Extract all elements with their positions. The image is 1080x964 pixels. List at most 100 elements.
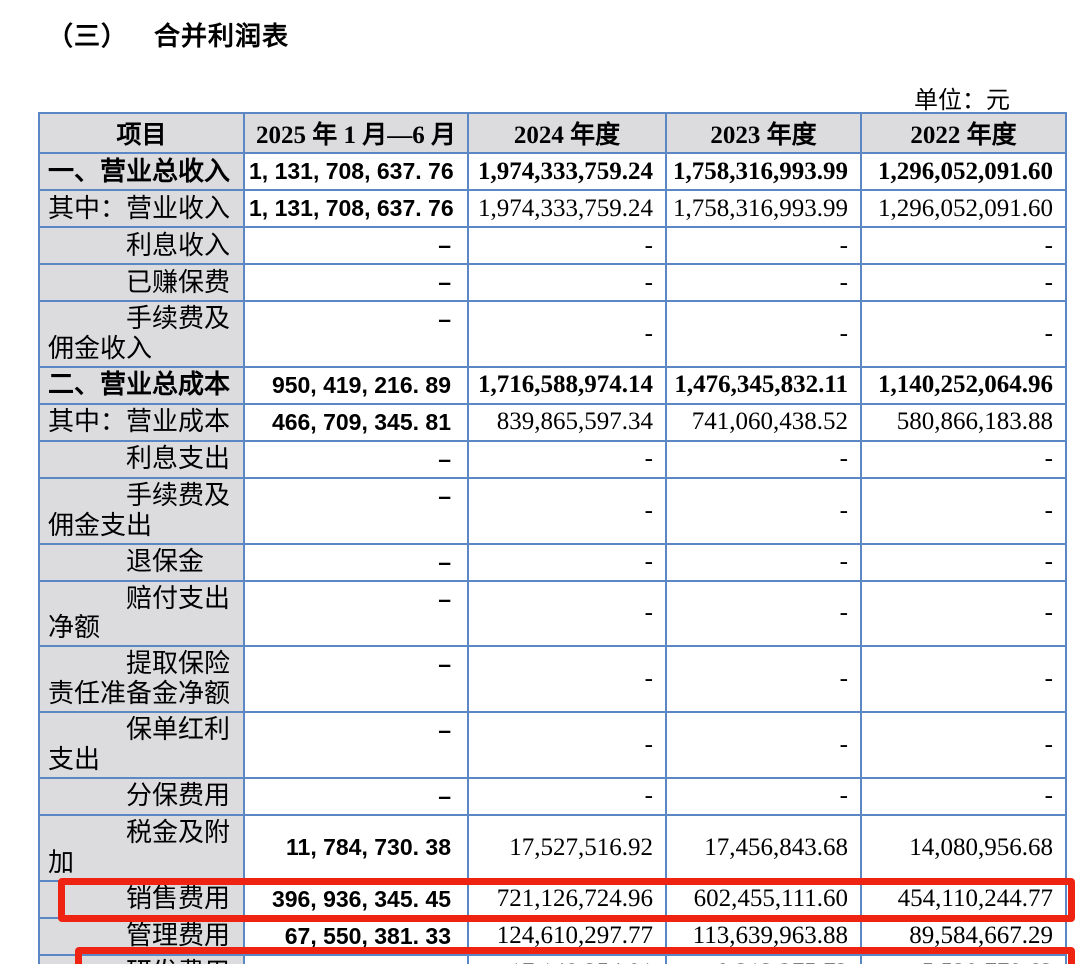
table-body: 一、营业总收入 1, 131, 708, 637. 76 1,974,333,759…: [38, 152, 1067, 964]
table-row: 研发费用8, 051, 479. 3417,148,254.019,212,37…: [38, 953, 1067, 964]
value-cell: -: [860, 476, 1067, 545]
value-cell: -: [860, 542, 1067, 582]
table-row: 提取保险责任准备金净额 – - - -: [38, 645, 1067, 714]
value-cell: -: [860, 263, 1067, 302]
value-cell: -: [665, 226, 862, 265]
column-header-2024: 2024 年度: [467, 112, 667, 154]
table-row: 其中：营业成本 466, 709, 345. 81 839,865,597.34 74…: [38, 402, 1067, 442]
row-label: 利息收入: [38, 226, 245, 265]
section-title-text: 合并利润表: [154, 22, 290, 51]
row-label: 管理费用: [38, 916, 245, 956]
value-cell: -: [467, 226, 667, 265]
table-row: 销售费用 396, 936, 345. 45 721,126,724.96 602,4…: [38, 879, 1067, 919]
value-cell: -: [860, 645, 1067, 714]
value-cell: –: [243, 645, 469, 714]
row-label: 手续费及佣金收入: [38, 300, 245, 368]
value-cell: –: [243, 263, 469, 302]
value-cell: 839,865,597.34: [467, 402, 667, 442]
table-row: 二、营业总成本 950, 419, 216. 89 1,716,588,974.14…: [38, 365, 1067, 405]
value-cell: 17,148,254.01: [467, 953, 667, 964]
table-row: 分保费用 – - - -: [38, 776, 1067, 816]
value-cell: 1, 131, 708, 637. 76: [243, 152, 469, 191]
value-cell: –: [243, 711, 469, 779]
row-label: 退保金: [38, 542, 245, 582]
value-cell: -: [665, 476, 862, 545]
row-label: 已赚保费: [38, 263, 245, 302]
row-label: 研发费用: [38, 953, 245, 964]
value-cell: 67, 550, 381. 33: [243, 916, 469, 956]
value-cell: 17,456,843.68: [665, 813, 862, 882]
row-label: 税金及附加: [38, 813, 245, 882]
value-cell: -: [665, 645, 862, 714]
value-cell: 1,716,588,974.14: [467, 365, 667, 405]
row-label: 其中：营业成本: [38, 402, 245, 442]
value-cell: –: [243, 579, 469, 648]
row-label: 销售费用: [38, 879, 245, 919]
table-row: 已赚保费 – - - -: [38, 263, 1067, 302]
value-cell: –: [243, 776, 469, 816]
value-cell: -: [665, 579, 862, 648]
row-label: 其中：营业收入: [38, 189, 245, 228]
value-cell: –: [243, 439, 469, 479]
value-cell: 580,866,183.88: [860, 402, 1067, 442]
value-cell: 17,527,516.92: [467, 813, 667, 882]
row-label: 二、营业总成本: [38, 365, 245, 405]
table-row: 赔付支出净额 – - - -: [38, 579, 1067, 648]
value-cell: -: [860, 226, 1067, 265]
value-cell: -: [467, 579, 667, 648]
header-row: 项目 2025 年 1 月—6 月 2024 年度 2023 年度 2022 年…: [38, 112, 1067, 154]
value-cell: -: [860, 300, 1067, 368]
value-cell: 1,296,052,091.60: [860, 189, 1067, 228]
value-cell: -: [665, 439, 862, 479]
value-cell: –: [243, 542, 469, 582]
table-row: 保单红利支出 – - - -: [38, 711, 1067, 779]
value-cell: –: [243, 300, 469, 368]
row-label: 保单红利支出: [38, 711, 245, 779]
income-statement-table: 项目 2025 年 1 月—6 月 2024 年度 2023 年度 2022 年…: [38, 112, 1067, 964]
value-cell: -: [860, 579, 1067, 648]
value-cell: -: [665, 776, 862, 816]
value-cell: 721,126,724.96: [467, 879, 667, 919]
value-cell: -: [467, 542, 667, 582]
value-cell: 11, 784, 730. 38: [243, 813, 469, 882]
value-cell: -: [467, 645, 667, 714]
value-cell: -: [665, 300, 862, 368]
table-row: 手续费及佣金支出 – - - -: [38, 476, 1067, 545]
value-cell: 466, 709, 345. 81: [243, 402, 469, 442]
value-cell: 396, 936, 345. 45: [243, 879, 469, 919]
value-cell: 1,758,316,993.99: [665, 152, 862, 191]
value-cell: 1,974,333,759.24: [467, 152, 667, 191]
value-cell: 9,212,375.73: [665, 953, 862, 964]
value-cell: -: [467, 263, 667, 302]
value-cell: –: [243, 476, 469, 545]
value-cell: -: [665, 263, 862, 302]
value-cell: 124,610,297.77: [467, 916, 667, 956]
table-row: 一、营业总收入 1, 131, 708, 637. 76 1,974,333,759…: [38, 152, 1067, 191]
value-cell: -: [860, 439, 1067, 479]
value-cell: 1,476,345,832.11: [665, 365, 862, 405]
column-header-2022: 2022 年度: [860, 112, 1067, 154]
value-cell: 89,584,667.29: [860, 916, 1067, 956]
value-cell: 1,758,316,993.99: [665, 189, 862, 228]
column-header-2023: 2023 年度: [665, 112, 862, 154]
section-number: （三）: [47, 22, 129, 51]
table-row: 其中：营业收入 1, 131, 708, 637. 76 1,974,333,759…: [38, 189, 1067, 228]
row-label: 利息支出: [38, 439, 245, 479]
row-label: 分保费用: [38, 776, 245, 816]
value-cell: –: [243, 226, 469, 265]
section-title: （三） 合并利润表: [47, 16, 289, 53]
row-label: 手续费及佣金支出: [38, 476, 245, 545]
value-cell: 741,060,438.52: [665, 402, 862, 442]
unit-label: 单位：元: [914, 88, 1010, 114]
value-cell: 5,529,778.63: [860, 953, 1067, 964]
column-header-item: 项目: [38, 112, 245, 154]
value-cell: -: [467, 476, 667, 545]
value-cell: -: [665, 542, 862, 582]
table-row: 利息支出 – - - -: [38, 439, 1067, 479]
value-cell: -: [467, 300, 667, 368]
value-cell: 1,296,052,091.60: [860, 152, 1067, 191]
value-cell: -: [665, 711, 862, 779]
value-cell: -: [467, 439, 667, 479]
table-row: 利息收入 – - - -: [38, 226, 1067, 265]
value-cell: -: [467, 711, 667, 779]
